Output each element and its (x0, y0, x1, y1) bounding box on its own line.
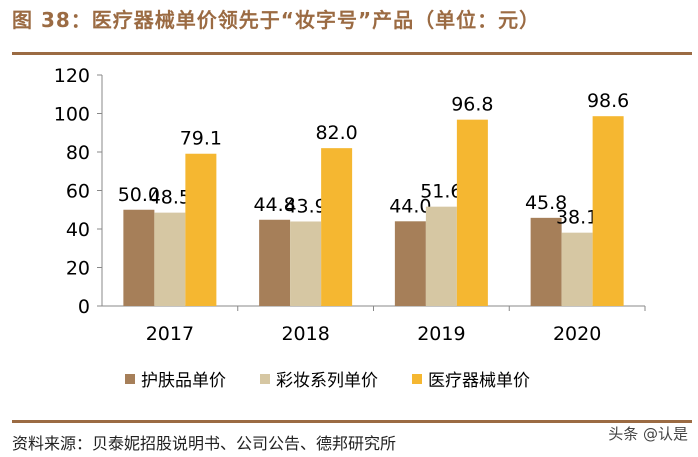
watermark: 头条 @认是 (608, 425, 688, 443)
data-label: 79.1 (180, 128, 222, 150)
data-label: 44.0 (389, 195, 431, 217)
data-label: 44.8 (253, 194, 295, 216)
x-tick-label: 2017 (146, 323, 194, 345)
data-label: 51.6 (420, 181, 462, 203)
bar (456, 119, 488, 306)
bar (321, 148, 353, 306)
source-divider (12, 420, 692, 423)
data-label: 45.8 (525, 192, 567, 214)
data-label: 43.9 (284, 195, 326, 217)
y-tick-label: 80 (66, 142, 90, 164)
title-divider (12, 52, 692, 55)
bar-chart: 020406080100120201750.048.579.1201844.84… (54, 65, 646, 391)
y-tick-label: 0 (78, 296, 90, 318)
y-tick-label: 60 (66, 181, 90, 203)
source-note: 资料来源：贝泰妮招股说明书、公司公告、德邦研究所 (12, 434, 397, 453)
x-tick-label: 2018 (281, 323, 329, 345)
y-tick-label: 120 (54, 65, 90, 87)
bar (185, 153, 217, 306)
x-tick-label: 2020 (553, 323, 601, 345)
data-label: 48.5 (149, 187, 191, 209)
data-label: 82.0 (315, 122, 357, 144)
x-tick-label: 2019 (417, 323, 465, 345)
legend-swatch (412, 374, 422, 384)
legend-label: 医疗器械单价 (428, 371, 530, 391)
y-tick-label: 40 (66, 219, 90, 241)
bar (123, 209, 155, 306)
legend-swatch (125, 374, 135, 384)
legend-swatch (260, 374, 270, 384)
bar (592, 116, 624, 306)
bar (561, 232, 593, 306)
y-tick-label: 20 (66, 258, 90, 280)
bar (425, 206, 457, 306)
data-label: 96.8 (451, 94, 493, 116)
data-label: 50.0 (118, 184, 160, 206)
bar (394, 221, 426, 306)
bar (259, 219, 291, 306)
data-label: 98.6 (587, 90, 629, 112)
legend-label: 彩妆系列单价 (276, 371, 378, 391)
figure-title: 图 38：医疗器械单价领先于“妆字号”产品（单位：元） (12, 8, 541, 32)
y-tick-label: 100 (54, 104, 90, 126)
bar (154, 212, 186, 306)
bar (530, 217, 562, 306)
legend-label: 护肤品单价 (141, 371, 226, 391)
bar (290, 221, 322, 306)
data-label: 38.1 (556, 207, 598, 229)
